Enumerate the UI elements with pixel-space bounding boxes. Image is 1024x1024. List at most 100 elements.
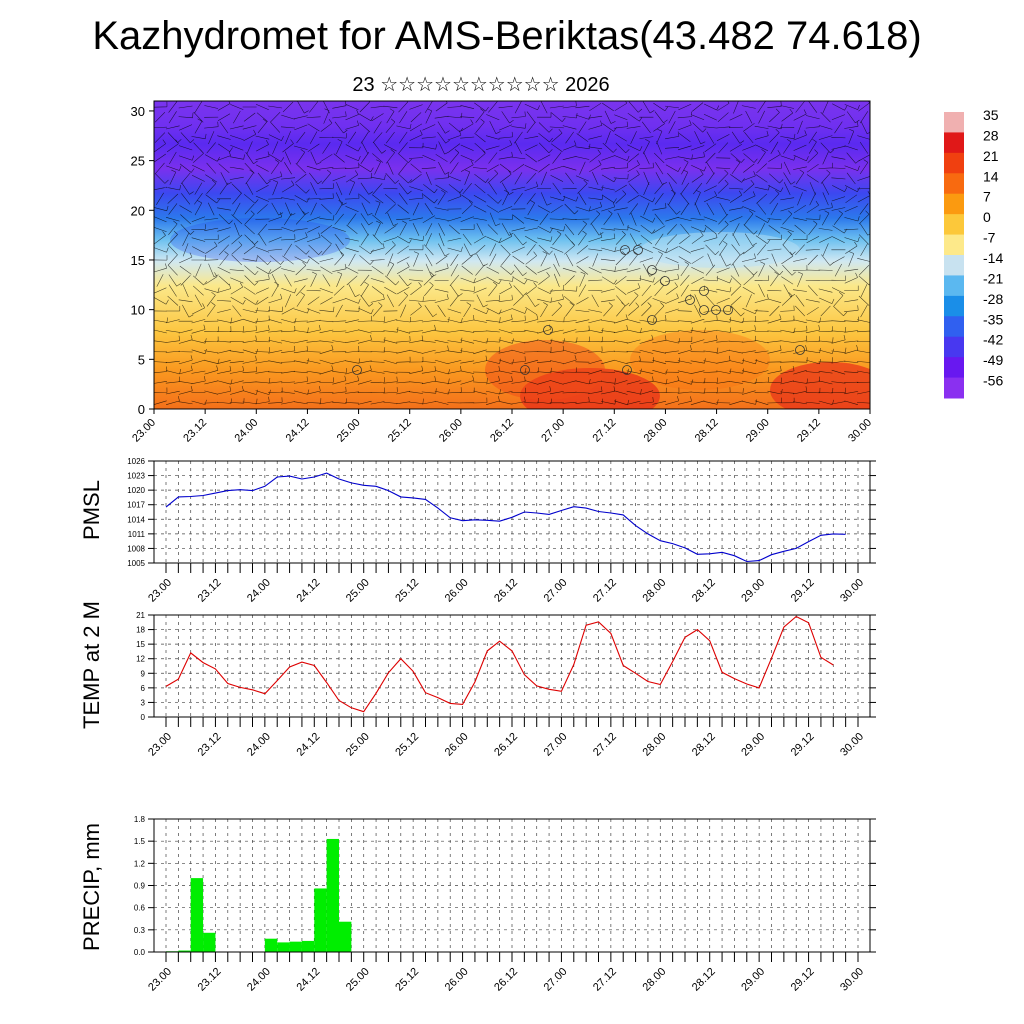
colorbar-label: -28 (983, 291, 1003, 307)
colorbar-swatch (944, 132, 964, 154)
x-tick-label: 25.12 (393, 966, 421, 994)
temp-axis-label: TEMP at 2 M (79, 601, 104, 729)
precip-panel: 0.0 0.3 0.6 0.9 1.2 1.5 1.8 23.00 23.12 24.00 24.1… (134, 815, 876, 994)
colorbar-label: 0 (983, 209, 991, 225)
colorbar-swatch (944, 152, 964, 174)
calm-wind-marker (352, 365, 362, 375)
colorbar-label: -49 (983, 352, 1003, 368)
pmsl-axis-label: PMSL (79, 480, 104, 540)
x-tick-label: 26.12 (492, 731, 520, 759)
x-tick-label: 28.12 (690, 731, 718, 759)
series-line (165, 472, 846, 563)
y-tick-label: 21 (136, 611, 145, 620)
y-tick-label: 6 (141, 684, 146, 693)
y-tick-label: 1.5 (134, 837, 146, 846)
x-tick-label: 25.00 (344, 731, 372, 759)
calm-wind-marker (543, 325, 553, 335)
chart-subtitle: 23 ☆☆☆☆☆☆☆☆☆☆ 2026 (352, 74, 610, 96)
x-tick-label: 24.12 (294, 577, 322, 605)
y-tick-label: 1011 (128, 530, 146, 539)
pmsl-panel: 1005 1008 1011 1014 1017 1020 1023 1026 23.00 23.… (127, 457, 876, 605)
cross-x-tick-label: 23.12 (181, 417, 209, 445)
cross-x-tick-label: 24.12 (284, 417, 312, 445)
colorbar-swatch (944, 214, 964, 236)
x-tick-label: 27.12 (591, 966, 619, 994)
colorbar-swatch (944, 295, 964, 317)
colorbar-label: -14 (983, 250, 1003, 266)
colorbar-swatch (944, 112, 964, 133)
x-tick-label: 25.12 (393, 731, 421, 759)
y-tick-label: 1014 (127, 515, 145, 524)
wind-barbs (154, 101, 870, 406)
x-tick-label: 29.12 (789, 577, 817, 605)
colorbar-label: 35 (983, 107, 999, 123)
x-tick-label: 28.00 (640, 731, 668, 759)
precip-bar (190, 878, 204, 952)
cross-section-patch (770, 362, 870, 409)
x-tick-label: 24.00 (245, 966, 273, 994)
y-tick-label: 1017 (127, 501, 145, 510)
calm-wind-marker (647, 315, 657, 325)
y-tick-label: 0.0 (134, 948, 146, 957)
y-tick-label: 1.2 (134, 859, 146, 868)
x-tick-label: 24.00 (245, 577, 273, 605)
x-tick-label: 25.12 (393, 577, 421, 605)
x-tick-label: 29.12 (789, 731, 817, 759)
colorbar-swatch (944, 173, 964, 195)
y-tick-label: 15 (136, 640, 145, 649)
colorbar-label: -42 (983, 332, 1003, 348)
x-tick-label: 25.00 (344, 577, 372, 605)
x-tick-label: 23.00 (146, 966, 174, 994)
cross-x-tick-label: 27.00 (539, 417, 567, 445)
y-tick-label: 0 (141, 713, 146, 722)
calm-wind-marker (660, 276, 670, 286)
cross-y-tick-label: 20 (131, 203, 145, 218)
temp-panel: 0 3 6 9 12 15 18 21 23.00 23.12 24.00 24.12 25.00 25.… (136, 611, 876, 759)
colorbar-swatch (944, 377, 964, 399)
colorbar-swatch (944, 316, 964, 338)
x-tick-label: 23.00 (146, 577, 174, 605)
cross-y-tick-label: 30 (131, 104, 145, 119)
y-tick-label: 0.9 (134, 882, 146, 891)
precip-bar (178, 950, 191, 952)
x-tick-label: 27.00 (542, 577, 570, 605)
cross-section-patch (170, 218, 350, 262)
cross-x-tick-label: 30.00 (846, 417, 874, 445)
calm-wind-marker (647, 265, 657, 275)
y-tick-label: 1008 (127, 544, 145, 553)
cross-x-tick-label: 25.12 (386, 417, 414, 445)
cross-section-panel: 0 5 10 15 20 25 30 23.00 23.12 24.00 24.12 25.00 25.… (130, 100, 874, 445)
calm-wind-marker (699, 305, 709, 315)
cross-x-tick-label: 28.00 (642, 417, 670, 445)
colorbar-label: 7 (983, 189, 991, 205)
x-tick-label: 29.00 (739, 966, 767, 994)
calm-wind-marker (711, 305, 721, 315)
y-tick-label: 9 (141, 669, 146, 678)
colorbar-swatch (944, 193, 964, 215)
x-tick-label: 26.00 (443, 731, 471, 759)
cross-x-tick-label: 29.00 (744, 417, 772, 445)
x-tick-label: 27.12 (591, 731, 619, 759)
y-tick-label: 18 (136, 626, 145, 635)
cross-section-patch (630, 330, 770, 390)
calm-wind-marker (795, 345, 805, 355)
precip-bar (301, 940, 315, 952)
x-tick-label: 23.12 (196, 731, 224, 759)
cross-x-tick-label: 27.12 (590, 417, 618, 445)
y-tick-label: 0.3 (134, 926, 146, 935)
x-tick-label: 24.12 (294, 966, 322, 994)
y-tick-label: 1026 (127, 457, 145, 466)
cross-y-tick-label: 25 (131, 154, 145, 169)
panel-frame (153, 614, 871, 718)
colorbar-label: 28 (983, 127, 999, 143)
calm-wind-marker (685, 295, 695, 305)
y-tick-label: 1.8 (134, 815, 146, 824)
x-tick-label: 27.12 (591, 577, 619, 605)
cross-y-tick-label: 0 (138, 402, 145, 417)
series-line (165, 615, 834, 713)
colorbar-swatch (944, 234, 964, 256)
colorbar-swatch (944, 357, 964, 379)
precip-bar (277, 942, 290, 952)
x-tick-label: 29.00 (739, 731, 767, 759)
